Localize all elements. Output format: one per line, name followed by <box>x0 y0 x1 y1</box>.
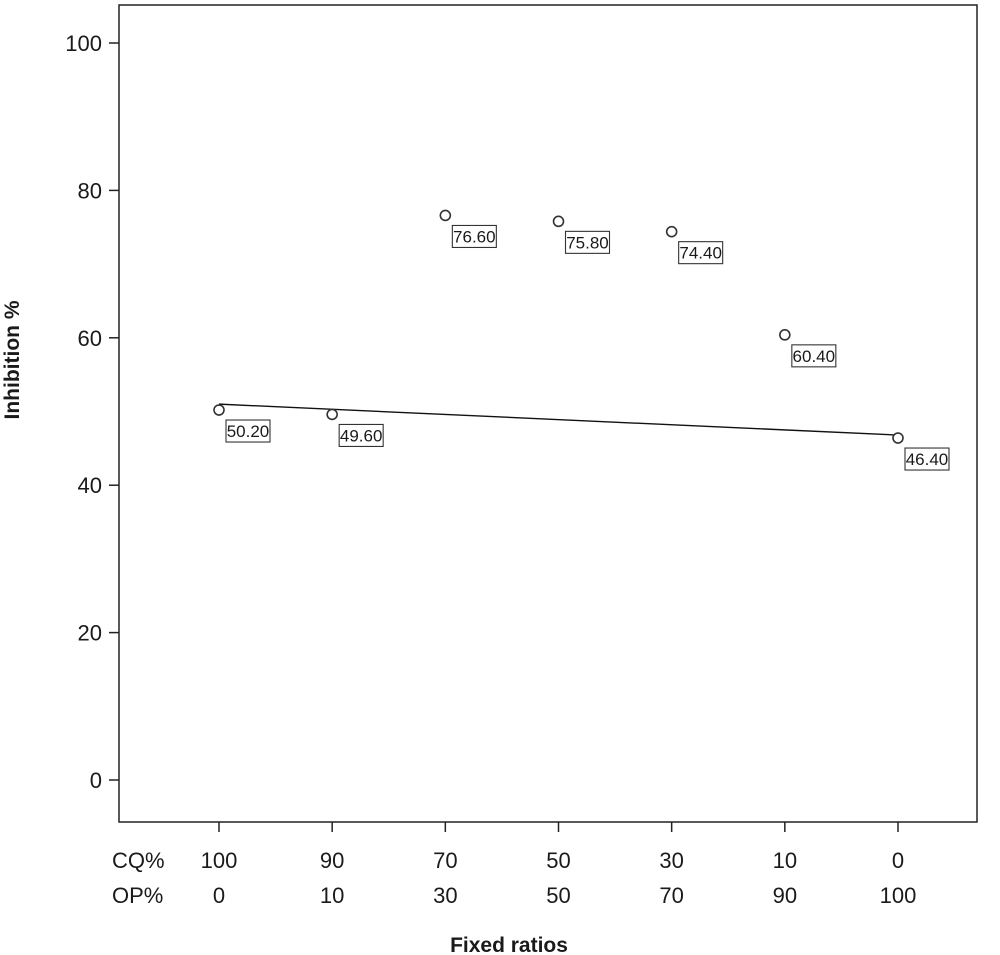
data-point <box>779 329 791 341</box>
y-axis: 0 20 40 60 80 100 <box>65 31 119 793</box>
data-label: 75.80 <box>566 233 609 252</box>
x-category-label: 70 <box>433 848 457 873</box>
data-label: 49.60 <box>340 426 383 445</box>
data-label: 74.40 <box>679 244 722 263</box>
x-category-label: 30 <box>433 883 457 908</box>
data-label: 76.60 <box>453 227 496 246</box>
y-tick-label: 0 <box>90 768 102 793</box>
data-label: 60.40 <box>793 347 836 366</box>
data-points: 50.20 49.60 76.60 75.80 74.40 60.40 46.40 <box>213 209 950 471</box>
data-label: 50.20 <box>227 422 270 441</box>
category-row-name: CQ% <box>112 848 165 873</box>
y-tick-label: 20 <box>78 621 102 646</box>
data-label-box <box>451 224 497 249</box>
plot-frame <box>118 4 978 823</box>
x-category-label: 30 <box>659 848 683 873</box>
x-category-label: 90 <box>773 883 797 908</box>
data-label-box <box>678 241 724 265</box>
fit-line-layer <box>218 403 899 436</box>
y-tick-label: 40 <box>78 473 102 498</box>
x-axis: CQ% 100 90 70 50 30 10 0OP% 0 10 30 50 70 90 100 <box>112 822 916 908</box>
y-tick-label: 60 <box>78 326 102 351</box>
x-category-label: 10 <box>320 883 344 908</box>
x-category-label: 70 <box>659 883 683 908</box>
x-category-label: 100 <box>880 883 917 908</box>
data-label-box <box>904 447 950 471</box>
x-category-label: 0 <box>213 883 225 908</box>
data-point <box>213 404 225 416</box>
data-label-box <box>791 344 837 368</box>
x-category-label: 0 <box>892 848 904 873</box>
data-point <box>552 215 565 228</box>
y-tick-label: 80 <box>78 178 102 203</box>
data-label-box <box>338 423 384 447</box>
data-point <box>439 209 452 222</box>
category-row-name: OP% <box>112 883 163 908</box>
fit-line <box>218 403 899 436</box>
x-category-label: 50 <box>546 848 570 873</box>
x-category-label: 10 <box>773 848 797 873</box>
y-axis-title: Inhibition % <box>1 300 24 419</box>
x-category-label: 100 <box>201 848 238 873</box>
data-point <box>665 225 678 238</box>
data-label: 46.40 <box>906 450 949 469</box>
x-category-label: 50 <box>546 883 570 908</box>
data-label-box <box>564 230 611 254</box>
y-tick-label: 100 <box>65 31 102 56</box>
data-point <box>326 408 338 421</box>
x-axis-title: Fixed ratios <box>450 934 568 955</box>
x-category-label: 90 <box>320 848 344 873</box>
data-label-box <box>225 419 271 443</box>
data-point <box>892 432 904 444</box>
